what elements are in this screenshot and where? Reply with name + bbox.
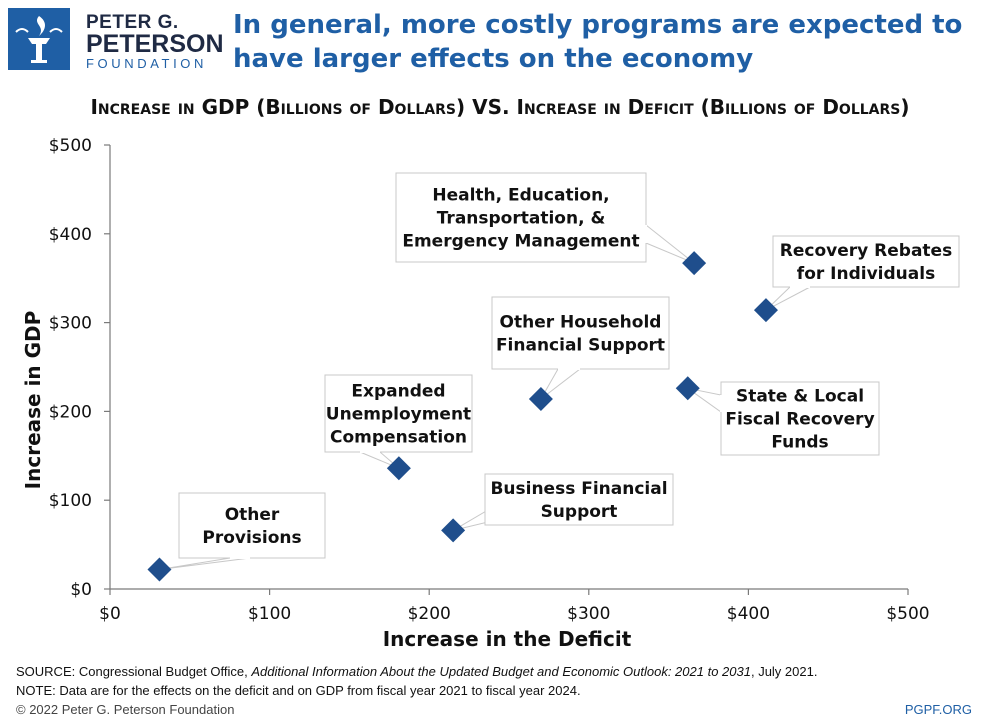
- y-tick-label: $100: [49, 491, 92, 511]
- point-label-line: Business Financial: [490, 479, 667, 499]
- copyright: © 2022 Peter G. Peterson Foundation: [16, 702, 235, 717]
- point-label: Health, Education, Transportation, & Emerg…: [402, 186, 639, 252]
- point-label-line: State & Local: [736, 387, 864, 407]
- callout-pointer: [159, 557, 251, 570]
- callout-box: [772, 235, 960, 288]
- torch-logo-icon: [8, 8, 70, 70]
- point-label-line: for Individuals: [797, 264, 935, 284]
- x-tick-label: $300: [567, 604, 610, 624]
- point-label-line: Unemployment: [326, 405, 471, 425]
- logo-line-3: FOUNDATION: [86, 56, 207, 71]
- data-note: NOTE: Data are for the effects on the de…: [16, 683, 581, 698]
- callout-layer: Other Provisions Expanded Unemployment Compe…: [159, 172, 960, 570]
- data-point-marker[interactable]: [528, 386, 553, 411]
- data-point-marker[interactable]: [386, 456, 411, 481]
- point-label-line: Health, Education,: [432, 186, 609, 206]
- callout-pointer: [645, 223, 695, 264]
- source-title: Additional Information About the Updated…: [251, 664, 751, 679]
- y-tick-label: $500: [49, 136, 92, 156]
- source-suffix: , July 2021.: [750, 664, 818, 679]
- point-label-line: Other Household: [500, 313, 662, 333]
- point-label: Other Household Financial Support: [496, 313, 665, 356]
- chart-title: Increase in GDP (Billions of Dollars) VS…: [90, 95, 910, 119]
- data-point-marker[interactable]: [147, 557, 172, 582]
- point-label-line: Compensation: [330, 428, 467, 448]
- x-axis-label: Increase in the Deficit: [383, 627, 632, 651]
- point-label: Expanded Unemployment Compensation: [326, 382, 471, 448]
- y-axis-label: Increase in GDP: [21, 311, 45, 490]
- point-label: Recovery Rebates for Individuals: [780, 241, 952, 284]
- callout-box: [491, 296, 670, 370]
- point-label-line: Expanded: [351, 382, 445, 402]
- logo-line-2: PETERSON: [86, 30, 224, 58]
- logo-line-1: PETER G.: [86, 12, 179, 33]
- callout-box: [720, 381, 880, 456]
- source-prefix: SOURCE: Congressional Budget Office,: [16, 664, 252, 679]
- x-tick-label: $0: [99, 604, 121, 624]
- callout-box: [324, 374, 473, 453]
- source-note: SOURCE: Congressional Budget Office, Add…: [16, 664, 817, 679]
- axes-layer: $0 $100 $200 $300 $400 $500 $0 $100 $200 $300 $400…: [49, 136, 930, 624]
- data-point-marker[interactable]: [682, 251, 707, 276]
- callout-box: [395, 172, 647, 263]
- y-tick-label: $300: [49, 314, 92, 334]
- point-label-line: Transportation, &: [437, 209, 606, 229]
- data-point-marker[interactable]: [675, 376, 700, 401]
- point-label-line: Emergency Management: [402, 232, 639, 252]
- page-headline: In general, more costly programs are exp…: [233, 10, 963, 74]
- point-label-line: Other: [225, 505, 280, 525]
- y-tick-label: $400: [49, 225, 92, 245]
- point-label: Business Financial Support: [490, 479, 667, 522]
- point-label-line: Recovery Rebates: [780, 241, 952, 261]
- marker-layer: [147, 251, 778, 582]
- point-label-line: Financial Support: [496, 336, 665, 356]
- site-link[interactable]: PGPF.ORG: [904, 702, 972, 717]
- point-label: Other Provisions: [202, 505, 301, 548]
- point-label: State & Local Fiscal Recovery Funds: [725, 387, 874, 453]
- x-tick-label: $500: [886, 604, 929, 624]
- point-label-line: Provisions: [202, 528, 301, 548]
- x-tick-label: $100: [248, 604, 291, 624]
- point-label-line: Support: [541, 502, 618, 522]
- brand-logo: PETER G. PETERSON FOUNDATION: [8, 8, 224, 72]
- y-tick-label: $0: [70, 580, 92, 600]
- callout-box: [178, 492, 326, 559]
- point-label-line: Funds: [771, 433, 828, 453]
- x-tick-label: $400: [727, 604, 770, 624]
- callout-box: [484, 473, 674, 526]
- data-point-marker[interactable]: [753, 298, 778, 323]
- x-tick-label: $200: [408, 604, 451, 624]
- data-point-marker[interactable]: [441, 518, 466, 543]
- y-tick-label: $200: [49, 402, 92, 422]
- point-label-line: Fiscal Recovery: [725, 410, 874, 430]
